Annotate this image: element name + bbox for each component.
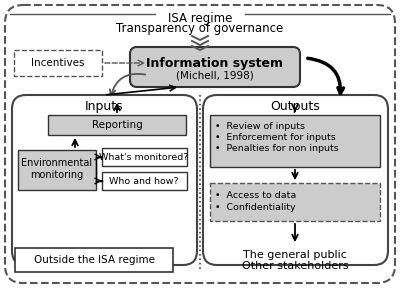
Text: Environmental: Environmental (22, 158, 92, 168)
Bar (210, 183, 380, 221)
Text: Information system: Information system (146, 57, 284, 70)
Text: •  Review of inputs: • Review of inputs (215, 122, 305, 131)
Text: •  Enforcement for inputs: • Enforcement for inputs (215, 133, 336, 142)
FancyBboxPatch shape (12, 95, 197, 265)
Text: (Michell, 1998): (Michell, 1998) (176, 70, 254, 80)
Text: Outputs: Outputs (270, 100, 320, 113)
Text: What's monitored?: What's monitored? (99, 152, 189, 161)
Bar (102, 172, 187, 190)
Text: Reporting: Reporting (92, 120, 142, 130)
FancyBboxPatch shape (5, 5, 395, 283)
FancyBboxPatch shape (130, 47, 300, 87)
Bar (210, 115, 380, 167)
Text: •  Confidentiality: • Confidentiality (215, 203, 296, 212)
Text: Other stakeholders: Other stakeholders (242, 261, 348, 271)
FancyBboxPatch shape (203, 95, 388, 265)
Text: Inputs: Inputs (85, 100, 123, 113)
Text: Outside the ISA regime: Outside the ISA regime (34, 255, 154, 265)
Bar (14, 50, 102, 76)
Bar (102, 148, 187, 166)
Text: Transparency of governance: Transparency of governance (116, 22, 284, 35)
Text: •  Access to data: • Access to data (215, 191, 296, 200)
Text: ISA regime: ISA regime (168, 12, 232, 25)
Bar (18, 150, 96, 190)
Bar (15, 248, 173, 272)
Text: The general public: The general public (243, 250, 347, 260)
Text: •  Penalties for non inputs: • Penalties for non inputs (215, 144, 339, 153)
Bar (48, 115, 186, 135)
Text: Incentives: Incentives (31, 58, 85, 68)
Text: Who and how?: Who and how? (109, 176, 179, 185)
Text: monitoring: monitoring (30, 170, 84, 180)
